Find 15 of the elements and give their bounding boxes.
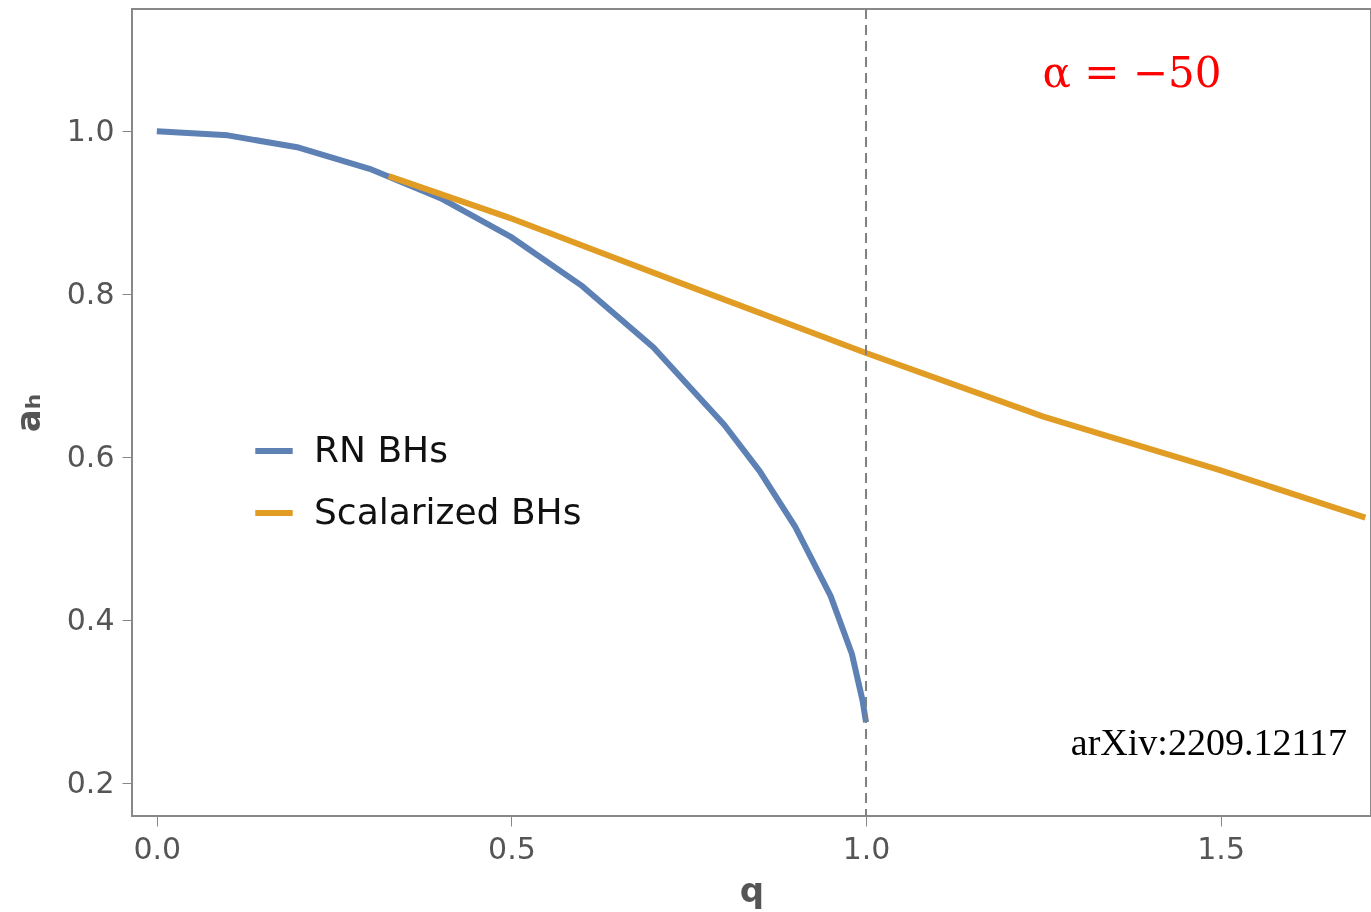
- annotation: α = −50: [1042, 48, 1222, 97]
- y-tick-label: 0.4: [66, 601, 115, 637]
- x-tick-label: 1.5: [1197, 830, 1246, 866]
- x-axis-title: q: [739, 869, 765, 910]
- y-tick-label: 0.2: [66, 764, 115, 800]
- y-tick-label: 0.8: [66, 275, 115, 311]
- legend-label: Scalarized BHs: [314, 491, 582, 532]
- x-tick-label: 0.0: [133, 830, 182, 866]
- x-tick-label: 1.0: [842, 830, 891, 866]
- annotation: arXiv:2209.12117: [1070, 721, 1347, 763]
- y-axis-title: aₕ: [7, 393, 48, 433]
- x-tick-label: 0.5: [488, 830, 536, 866]
- y-tick-label: 1.0: [66, 112, 115, 148]
- legend-label: RN BHs: [314, 429, 448, 470]
- y-tick-label: 0.6: [66, 438, 115, 474]
